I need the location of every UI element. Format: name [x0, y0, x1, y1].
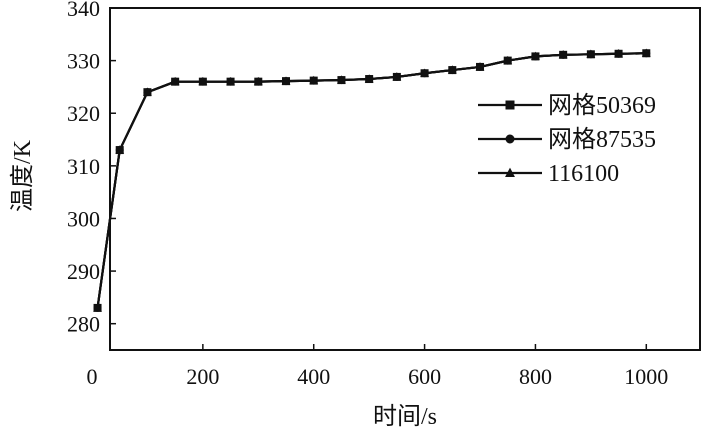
data-point: [420, 68, 429, 77]
legend-label: 116100: [548, 161, 619, 187]
data-point: [641, 48, 651, 57]
legend: 网格50369 网格87535 116100: [478, 92, 656, 187]
legend-item: 网格50369: [478, 92, 656, 119]
data-point: [253, 76, 263, 86]
y-tick-label: 280: [67, 312, 100, 337]
y-tick-label: 290: [67, 259, 100, 284]
y-axis-title: 温度/K: [9, 139, 36, 212]
data-point: [115, 145, 125, 154]
x-tick-label: 1000: [624, 364, 668, 389]
y-tick-label: 340: [67, 0, 100, 21]
data-point: [143, 87, 152, 96]
data-point: [364, 74, 374, 83]
data-point: [531, 51, 540, 61]
x-tick-label: 200: [186, 364, 219, 389]
legend-label: 网格50369: [548, 92, 656, 119]
data-point: [170, 76, 180, 86]
series-3: [93, 48, 651, 312]
legend-marker: [505, 134, 515, 144]
plot-frame: [109, 7, 701, 351]
legend-marker: [505, 100, 515, 110]
legend-item: 116100: [478, 161, 619, 187]
data-point: [558, 50, 568, 59]
legend-label: 网格87535: [548, 126, 656, 153]
x-tick-label: 600: [408, 364, 441, 389]
y-tick-label: 300: [67, 206, 100, 231]
legend-item: 网格87535: [478, 126, 656, 153]
x-tick-label: 800: [519, 364, 552, 389]
x-tick-label: 0: [87, 364, 98, 389]
data-point: [447, 65, 457, 74]
data-point: [614, 48, 623, 58]
data-point: [475, 62, 485, 71]
data-point: [503, 55, 513, 65]
data-point: [586, 49, 596, 58]
y-tick-label: 330: [67, 49, 100, 74]
data-point: [392, 72, 402, 81]
y-tick-label: 320: [67, 101, 100, 126]
series-layer: [93, 48, 651, 312]
x-axis-title: 时间/s: [373, 403, 437, 430]
data-point: [198, 76, 208, 86]
data-point: [281, 76, 291, 85]
y-axis: 280 290 300 310 320 330 340: [67, 0, 116, 337]
y-tick-label: 310: [67, 154, 100, 179]
x-tick-label: 400: [297, 364, 330, 389]
data-point: [337, 75, 346, 84]
data-point: [93, 303, 102, 312]
legend-marker: [505, 167, 515, 178]
data-point: [309, 75, 319, 85]
x-axis: 0 200 400 600 800 1000: [87, 344, 668, 389]
data-point: [226, 76, 235, 86]
